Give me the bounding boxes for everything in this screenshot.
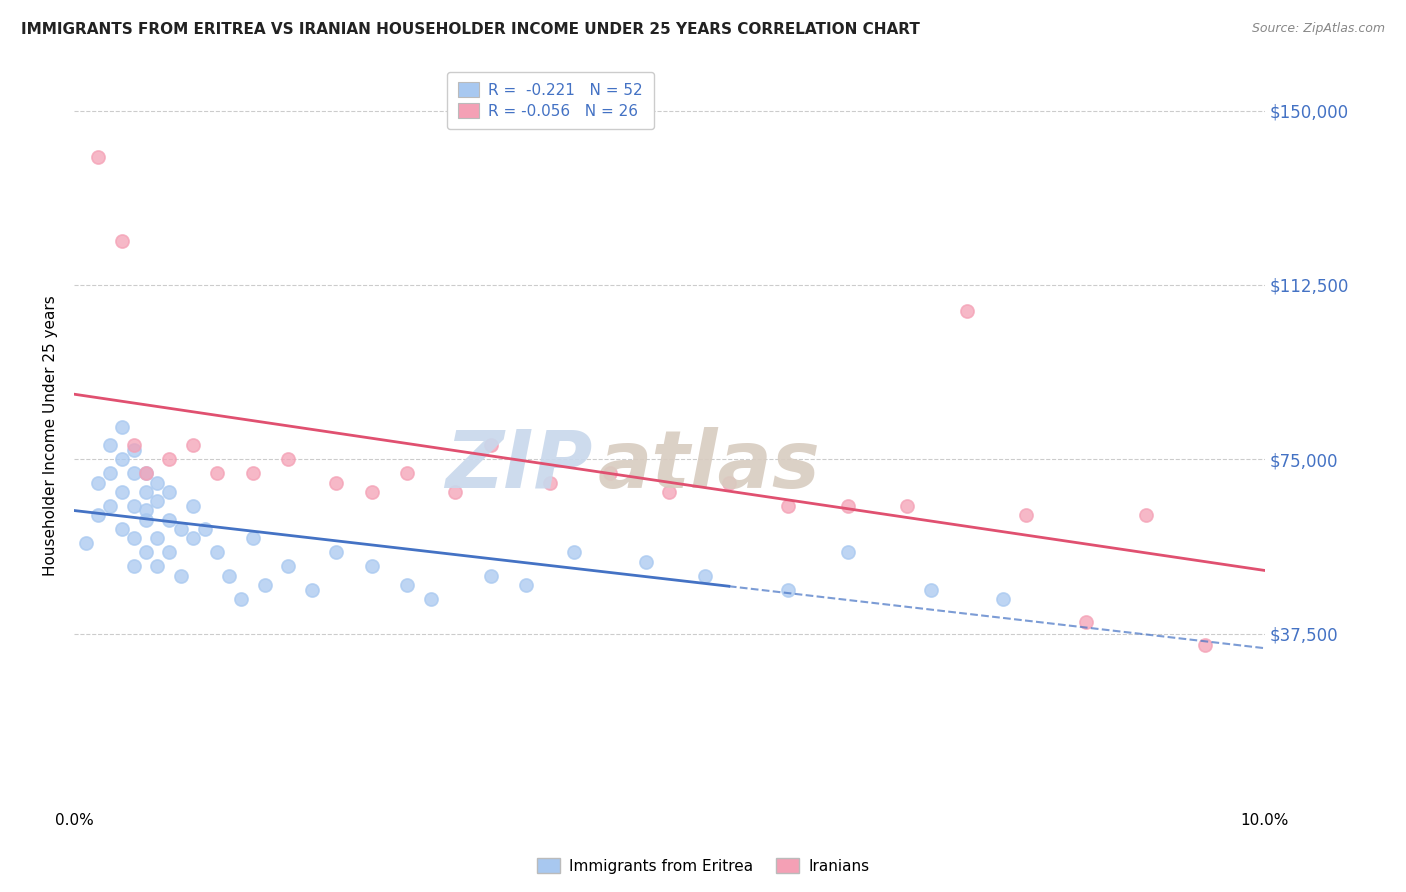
Point: [360, 484, 382, 499]
Point: [122, 443, 145, 458]
Point: [98, 467, 121, 481]
Point: [218, 568, 240, 582]
Point: [538, 475, 561, 490]
Point: [135, 467, 157, 481]
Point: [135, 467, 157, 481]
Point: [146, 475, 169, 490]
Point: [194, 522, 217, 536]
Text: atlas: atlas: [598, 427, 821, 505]
Point: [1135, 508, 1157, 522]
Point: [111, 484, 134, 499]
Point: [693, 568, 716, 582]
Point: [181, 532, 204, 546]
Point: [98, 499, 121, 513]
Point: [896, 499, 918, 513]
Point: [479, 438, 502, 452]
Point: [157, 452, 180, 467]
Point: [111, 234, 134, 248]
Point: [837, 499, 859, 513]
Point: [778, 582, 800, 597]
Point: [242, 532, 264, 546]
Point: [135, 503, 157, 517]
Point: [277, 452, 299, 467]
Point: [87, 475, 110, 490]
Point: [87, 508, 110, 522]
Point: [157, 513, 180, 527]
Point: [135, 513, 157, 527]
Point: [325, 545, 347, 559]
Point: [562, 545, 585, 559]
Point: [111, 522, 134, 536]
Point: [325, 475, 347, 490]
Point: [181, 438, 204, 452]
Legend: R =  -0.221   N = 52, R = -0.056   N = 26: R = -0.221 N = 52, R = -0.056 N = 26: [447, 71, 654, 129]
Point: [205, 545, 228, 559]
Point: [634, 555, 657, 569]
Point: [242, 467, 264, 481]
Text: ZIP: ZIP: [444, 427, 592, 505]
Point: [920, 582, 942, 597]
Point: [253, 578, 276, 592]
Point: [205, 467, 228, 481]
Point: [301, 582, 323, 597]
Point: [479, 568, 502, 582]
Point: [277, 559, 299, 574]
Point: [75, 536, 97, 550]
Point: [135, 484, 157, 499]
Point: [157, 545, 180, 559]
Legend: Immigrants from Eritrea, Iranians: Immigrants from Eritrea, Iranians: [530, 852, 876, 880]
Point: [98, 438, 121, 452]
Point: [396, 467, 419, 481]
Point: [444, 484, 467, 499]
Point: [170, 522, 193, 536]
Point: [122, 438, 145, 452]
Point: [122, 499, 145, 513]
Point: [658, 484, 681, 499]
Point: [599, 467, 621, 481]
Point: [837, 545, 859, 559]
Point: [146, 559, 169, 574]
Point: [360, 559, 382, 574]
Point: [87, 150, 110, 164]
Point: [122, 532, 145, 546]
Point: [396, 578, 419, 592]
Point: [778, 499, 800, 513]
Point: [146, 494, 169, 508]
Text: Source: ZipAtlas.com: Source: ZipAtlas.com: [1251, 22, 1385, 36]
Point: [1194, 638, 1216, 652]
Point: [991, 591, 1014, 606]
Point: [111, 419, 134, 434]
Point: [146, 532, 169, 546]
Point: [135, 545, 157, 559]
Point: [717, 475, 740, 490]
Point: [515, 578, 537, 592]
Point: [229, 591, 252, 606]
Point: [111, 452, 134, 467]
Point: [122, 467, 145, 481]
Point: [122, 559, 145, 574]
Point: [170, 568, 193, 582]
Point: [1074, 615, 1097, 629]
Point: [956, 303, 979, 318]
Text: IMMIGRANTS FROM ERITREA VS IRANIAN HOUSEHOLDER INCOME UNDER 25 YEARS CORRELATION: IMMIGRANTS FROM ERITREA VS IRANIAN HOUSE…: [21, 22, 920, 37]
Point: [1015, 508, 1038, 522]
Y-axis label: Householder Income Under 25 years: Householder Income Under 25 years: [44, 295, 58, 576]
Point: [181, 499, 204, 513]
Point: [420, 591, 443, 606]
Point: [157, 484, 180, 499]
